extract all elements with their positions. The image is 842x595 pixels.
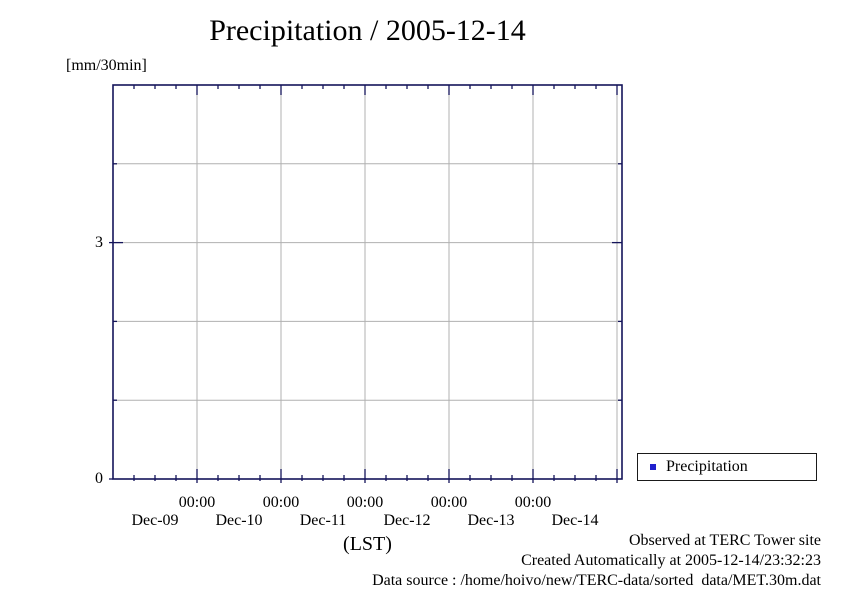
footer-annotations: Observed at TERC Tower site Created Auto… <box>372 531 821 591</box>
legend-item-label: Precipitation <box>666 458 748 475</box>
plot-border <box>112 84 623 480</box>
footer-observed-site: Observed at TERC Tower site <box>628 532 821 549</box>
legend-box: Precipitation <box>637 453 817 481</box>
footer-created-at: Created Automatically at 2005-12-14/23:3… <box>521 552 821 569</box>
y-axis-unit-label: [mm/30min] <box>66 57 147 74</box>
x-axis-label: (LST) <box>343 533 392 555</box>
chart-title: Precipitation / 2005-12-14 <box>209 14 526 47</box>
footer-data-source: Data source : /home/hoivo/new/TERC-data/… <box>372 572 821 589</box>
precipitation-series-marker-icon <box>650 464 656 470</box>
